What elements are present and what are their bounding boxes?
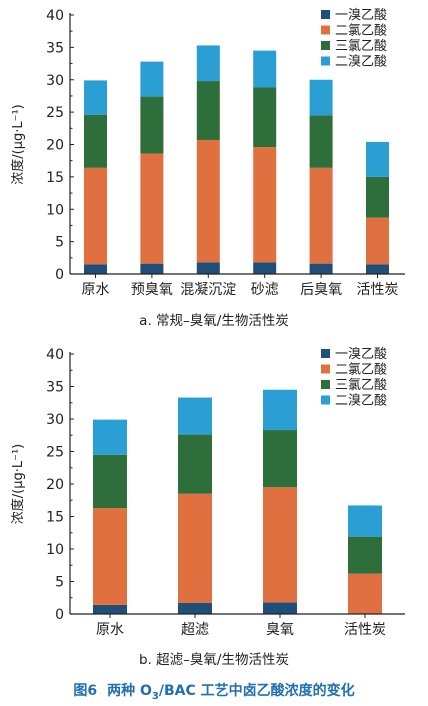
legend-swatch	[321, 349, 330, 358]
legend-swatch	[321, 364, 330, 374]
y-tick-label: 5	[55, 235, 64, 251]
bar-1-series-1	[93, 604, 127, 614]
bar-3-series-1	[196, 262, 220, 274]
bar-2-series-3	[140, 96, 164, 154]
bar-2-series-2	[178, 493, 212, 603]
bar-3-series-4	[263, 389, 297, 431]
bar-2-series-4	[178, 397, 212, 435]
x-tick-label: 后臭氧	[300, 282, 342, 298]
bar-2-series-1	[178, 602, 212, 614]
x-tick-label: 砂滤	[251, 282, 279, 298]
legend-swatch	[321, 395, 330, 405]
legend-label: 一溴乙酸	[335, 347, 387, 362]
y-tick-label: 10	[46, 542, 64, 558]
bar-1-series-1	[84, 264, 107, 274]
bar-1-series-2	[84, 167, 107, 265]
bar-3-series-4	[196, 45, 220, 82]
bar-4-series-2	[253, 147, 277, 263]
bar-1-series-3	[84, 114, 107, 168]
bar-4-series-3	[253, 87, 277, 148]
y-tick-label: 40	[46, 347, 64, 363]
bar-4-series-4	[253, 50, 277, 88]
bar-2-series-3	[178, 434, 212, 494]
legend-swatch	[321, 25, 330, 35]
x-tick-label: 原水	[82, 282, 110, 298]
bar-2-series-4	[140, 61, 164, 97]
legend-label: 二溴乙酸	[335, 394, 387, 409]
y-tick-label: 15	[46, 510, 64, 526]
chart-caption: b. 超滤–臭氧/生物活性炭	[139, 652, 289, 668]
bar-3-series-1	[263, 602, 297, 614]
bar-3-series-2	[263, 487, 297, 603]
bar-1-series-2	[93, 508, 127, 605]
y-tick-label: 10	[46, 202, 64, 218]
bar-1-series-3	[93, 454, 127, 509]
x-tick-label: 活性炭	[344, 622, 386, 638]
bar-3-series-3	[196, 81, 220, 140]
legend-swatch	[321, 380, 330, 389]
bar-5-series-4	[309, 79, 333, 116]
figure-caption: 图6 两种 O3/BAC 工艺中卤乙酸浓度的变化	[0, 680, 428, 702]
chart-b: 原水 超滤 臭氧 活性炭 0 5 10 15 20 25 30 35 40 浓度/(μg·L⁻¹) 一溴乙酸…	[10, 347, 405, 668]
legend-label: 三氯乙酸	[335, 378, 387, 393]
chart-a: 原水 预臭氧 混凝沉淀 砂滤 后臭氧 活性炭 0 5 10 15 20 25 30 35 40 浓度/(μg·…	[10, 8, 405, 329]
x-tick-label: 活性炭	[357, 282, 399, 298]
y-tick-label: 5	[55, 575, 64, 591]
y-tick-label: 20	[46, 138, 64, 154]
bar-2-series-2	[140, 153, 164, 264]
bar-6-series-3	[366, 176, 389, 218]
bar-6-series-1	[366, 264, 389, 274]
y-tick-label: 15	[46, 170, 64, 186]
legend-swatch	[321, 10, 330, 19]
legend-label: 三氯乙酸	[335, 39, 387, 54]
legend-swatch	[321, 56, 330, 66]
x-tick-label: 原水	[96, 622, 124, 638]
y-tick-label: 35	[46, 380, 64, 396]
legend-swatch	[321, 41, 330, 50]
y-tick-label: 40	[46, 8, 64, 24]
y-tick-label: 0	[55, 267, 64, 283]
bar-3-series-3	[263, 430, 297, 488]
bar-5-series-2	[309, 167, 333, 264]
y-axis-label: 浓度/(μg·L⁻¹)	[10, 444, 26, 525]
legend-label: 二氯乙酸	[335, 24, 387, 39]
bar-1-series-4	[84, 80, 107, 115]
bar-4-series-4	[348, 505, 382, 537]
y-tick-label: 0	[55, 607, 64, 623]
bar-4-series-2	[348, 573, 382, 614]
y-tick-label: 20	[46, 477, 64, 493]
x-tick-label: 预臭氧	[131, 282, 173, 298]
figure-title-sub: 3	[151, 690, 159, 702]
bar-1-series-4	[93, 419, 127, 455]
x-tick-label: 臭氧	[266, 622, 294, 638]
legend-label: 二氯乙酸	[335, 363, 387, 378]
y-tick-label: 25	[46, 105, 64, 121]
bar-4-series-1	[253, 262, 277, 274]
x-tick-label: 超滤	[181, 622, 209, 638]
bar-5-series-3	[309, 115, 333, 168]
y-tick-label: 30	[46, 412, 64, 428]
bar-2-series-1	[140, 263, 164, 274]
x-tick-label: 混凝沉淀	[180, 282, 236, 298]
bar-6-series-4	[366, 141, 389, 177]
legend-label: 二溴乙酸	[335, 55, 387, 70]
figure-title-a: 两种 O	[107, 683, 152, 699]
figure-title-b: /BAC 工艺中卤乙酸浓度的变化	[158, 683, 355, 699]
chart-caption: a. 常规–臭氧/生物活性炭	[139, 313, 289, 329]
legend-label: 一溴乙酸	[335, 8, 387, 23]
bar-5-series-1	[309, 263, 333, 274]
figure-number: 图6	[73, 683, 98, 699]
y-axis-label: 浓度/(μg·L⁻¹)	[10, 104, 26, 185]
y-tick-label: 25	[46, 445, 64, 461]
bar-6-series-2	[366, 217, 389, 265]
bar-3-series-2	[196, 139, 220, 263]
y-tick-label: 35	[46, 40, 64, 56]
bar-4-series-3	[348, 536, 382, 574]
y-tick-label: 30	[46, 73, 64, 89]
